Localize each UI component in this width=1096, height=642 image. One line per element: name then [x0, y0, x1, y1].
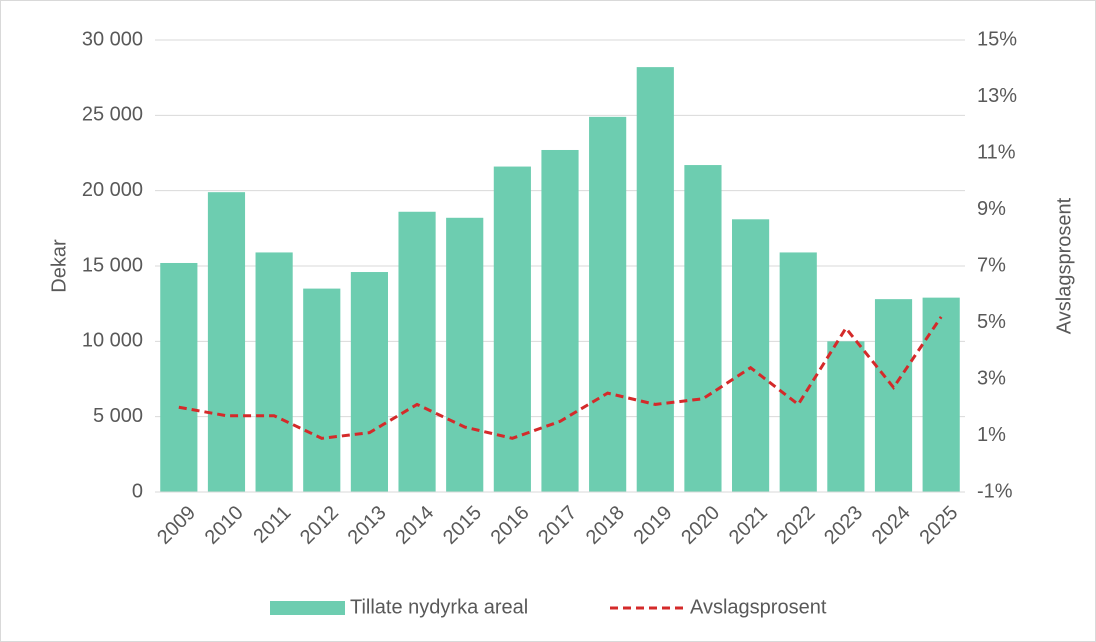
y-tick-label: 5 000 [93, 405, 143, 427]
y2-tick-label: 13% [977, 85, 1017, 107]
y-axis-title: Dekar [48, 239, 70, 293]
bar [589, 116, 627, 492]
y-tick-label: 20 000 [82, 179, 143, 201]
y2-tick-label: 5% [977, 311, 1006, 333]
bar [255, 252, 293, 492]
bar [922, 297, 960, 492]
line-series [178, 316, 943, 440]
bar [541, 149, 579, 492]
y2-tick-label: 11% [977, 141, 1016, 163]
y2-tick-label: 1% [977, 424, 1006, 446]
legend-label: Avslagsprosent [690, 596, 827, 618]
bar [207, 192, 246, 492]
bar [493, 166, 531, 492]
bar [827, 341, 865, 492]
bar [398, 211, 436, 492]
y2-tick-label: 3% [977, 367, 1006, 389]
y2-tick-label: 15% [977, 28, 1017, 50]
bar [160, 262, 198, 492]
y-tick-label: 30 000 [82, 28, 143, 50]
y2-tick-label: 9% [977, 198, 1006, 220]
bar [636, 67, 674, 493]
legend-swatch [270, 601, 345, 615]
bar [303, 288, 341, 492]
bar [874, 299, 913, 492]
y-tick-label: 25 000 [82, 104, 143, 126]
bar [732, 219, 770, 492]
bar [350, 272, 388, 492]
bar [684, 165, 722, 492]
y-tick-label: 0 [132, 480, 143, 502]
y2-tick-label: -1% [977, 480, 1013, 502]
y-tick-label: 10 000 [82, 330, 143, 352]
y2-tick-label: 7% [977, 254, 1006, 276]
y2-axis-title: Avslagsprosent [1053, 197, 1075, 334]
bar [446, 217, 484, 492]
bar [779, 252, 817, 492]
legend-label: Tillate nydyrka areal [350, 596, 528, 618]
y-tick-label: 15 000 [82, 254, 143, 276]
